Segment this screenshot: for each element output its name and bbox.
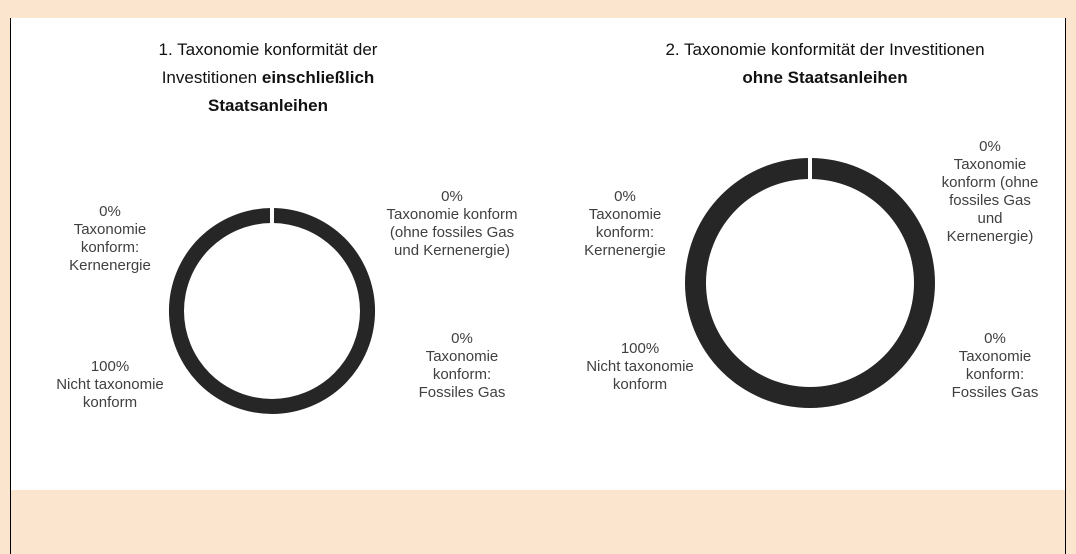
data-label: 0% Taxonomie konform: Kernenergie — [570, 188, 680, 260]
data-label: 0% Taxonomie konform: Kernenergie — [50, 203, 170, 275]
title-text: 1. Taxonomie konformität der Investition… — [158, 40, 378, 87]
value-label: 0% — [979, 138, 1001, 155]
footer-panel — [10, 490, 1066, 554]
category-label: Nicht taxonomie konform — [56, 376, 164, 411]
category-label: Taxonomie konform (ohne fossiles Gas und… — [386, 206, 518, 259]
value-label: 0% — [99, 203, 121, 220]
category-label: Taxonomie konform: Fossiles Gas — [951, 348, 1039, 401]
title-bold: einschließlich Staatsanleihen — [208, 68, 375, 115]
category-label: Taxonomie konform (ohne fossiles Gas und… — [941, 156, 1039, 245]
chart-title: 1. Taxonomie konformität der Investition… — [118, 36, 418, 120]
chart-title: 2. Taxonomie konformität der Investition… — [660, 36, 990, 92]
value-label: 100% — [90, 358, 130, 375]
value-label: 0% — [441, 188, 463, 205]
panel — [10, 18, 1066, 490]
value-label: 0% — [451, 330, 473, 347]
data-label: 0% Taxonomie konform (ohne fossiles Gas u… — [935, 138, 1045, 246]
category-label: Nicht taxonomie konform — [586, 358, 694, 393]
value-label: 100% — [620, 340, 660, 357]
value-label: 0% — [984, 330, 1006, 347]
data-label: 0% Taxonomie konform: Fossiles Gas — [407, 330, 517, 402]
data-label: 0% Taxonomie konform: Fossiles Gas — [945, 330, 1045, 402]
donut-slice — [168, 207, 376, 414]
data-label: 0% Taxonomie konform (ohne fossiles Gas u… — [382, 188, 522, 260]
category-label: Taxonomie konform: Fossiles Gas — [418, 348, 506, 401]
value-label: 0% — [614, 188, 636, 205]
category-label: Taxonomie konform: Kernenergie — [69, 221, 151, 274]
title-bold: ohne Staatsanleihen — [742, 68, 908, 87]
data-label: 100% Nicht taxonomie konform — [565, 340, 715, 394]
category-label: Taxonomie konform: Kernenergie — [584, 206, 666, 259]
donut-slice — [685, 158, 935, 408]
data-label: 100% Nicht taxonomie konform — [40, 358, 180, 412]
title-text: 2. Taxonomie konformität der Investition… — [665, 40, 985, 59]
